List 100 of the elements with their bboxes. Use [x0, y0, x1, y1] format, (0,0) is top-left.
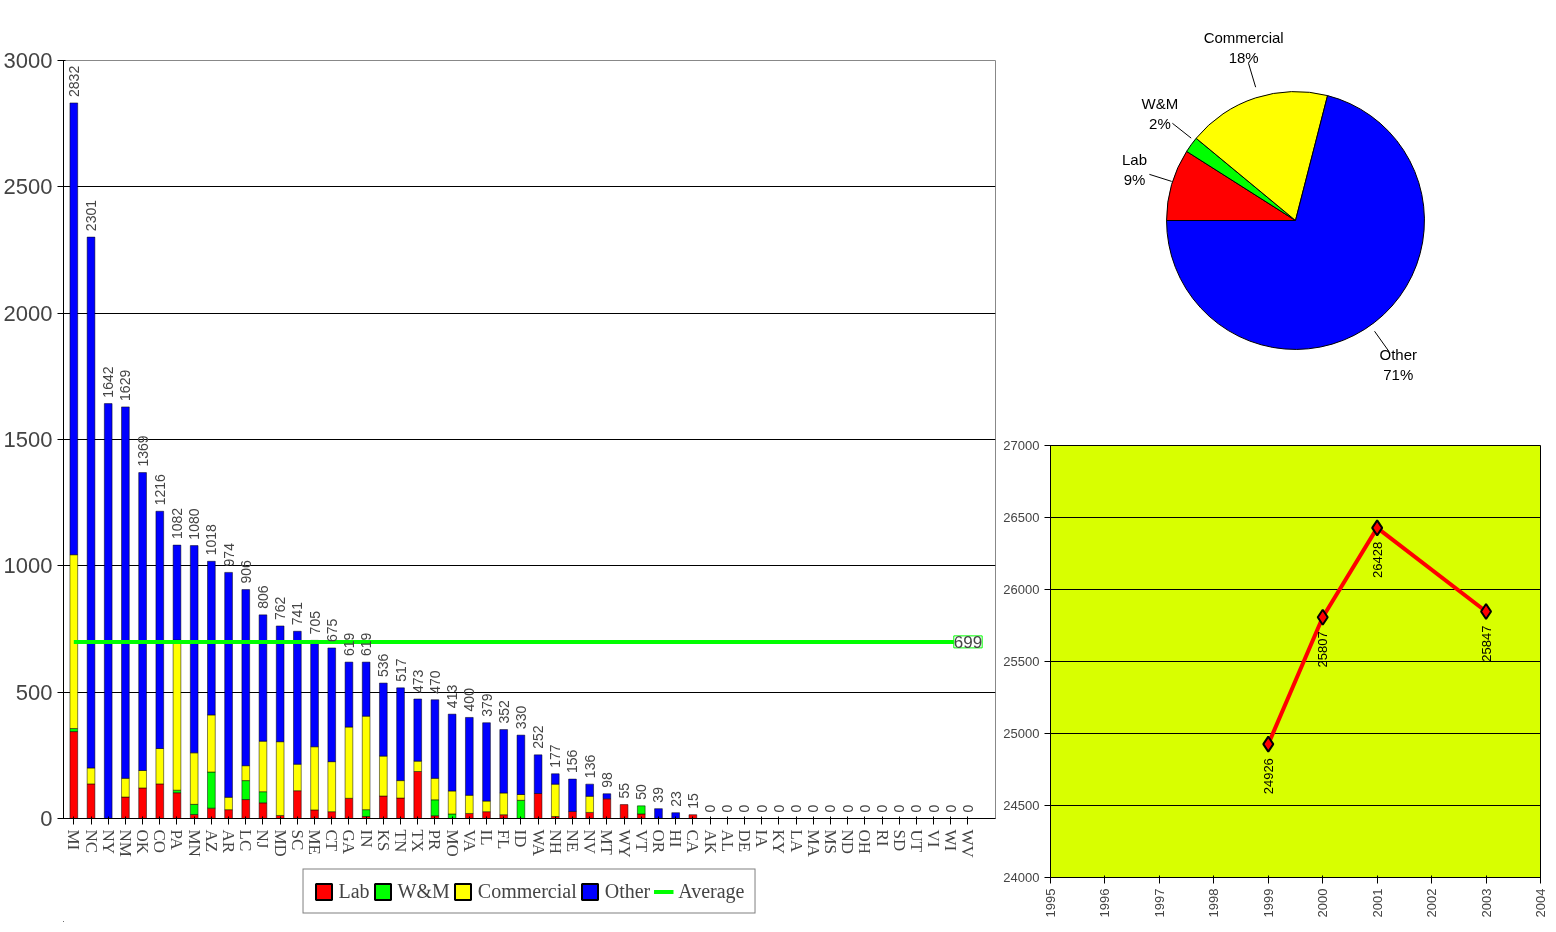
x-tick-label: KS	[373, 829, 393, 852]
y-tick-label: 27000	[1003, 438, 1040, 453]
total-label: 1642	[100, 366, 117, 398]
total-label: 1216	[151, 473, 168, 506]
total-label: 1018	[203, 523, 220, 556]
total-label: 98	[598, 771, 615, 788]
x-tick-label: CO	[150, 829, 170, 854]
x-tick-label: AR	[219, 829, 239, 854]
total-label: 517	[392, 658, 409, 682]
y-tick-label: 24000	[1003, 870, 1040, 885]
x-tick-label: IL	[477, 829, 497, 846]
x-tick-label: 2002	[1424, 888, 1440, 918]
total-label: 741	[289, 601, 306, 626]
total-label: 177	[547, 744, 564, 768]
total-label: 136	[581, 754, 598, 779]
total-label: 470	[426, 670, 443, 694]
x-tick-label: CA	[683, 829, 703, 854]
x-tick-label: 1997	[1151, 888, 1167, 918]
total-label: 536	[375, 653, 392, 678]
total-label: 2301	[83, 199, 100, 232]
legend-label: Other	[604, 879, 651, 903]
x-tick-label: LA	[786, 829, 806, 853]
total-label: 0	[805, 804, 822, 813]
total-label: 0	[942, 804, 959, 813]
y-tick-label: 1500	[3, 427, 53, 452]
data-label: 25807	[1315, 631, 1331, 668]
total-label: 0	[788, 804, 805, 813]
total-label: 15	[684, 792, 701, 809]
total-label: 619	[358, 632, 375, 657]
total-label: 55	[616, 782, 633, 799]
y-tick-label: 1000	[3, 553, 53, 579]
y-tick-label: 2500	[3, 174, 53, 200]
total-label: 1082	[168, 507, 185, 540]
y-tick-label: 24500	[1003, 798, 1040, 813]
x-tick-label: VI	[924, 829, 944, 848]
total-label: 619	[340, 632, 357, 657]
total-label: 974	[220, 542, 237, 567]
total-label: 352	[495, 699, 512, 724]
x-tick-label: DE	[734, 829, 754, 853]
x-tick-label: 2004	[1533, 888, 1548, 918]
legend-label: Commercial	[477, 879, 577, 903]
x-tick-label: SC	[287, 829, 307, 851]
total-label: 1080	[186, 508, 203, 540]
x-tick-label: WI	[941, 829, 961, 852]
total-label: 705	[306, 610, 323, 635]
x-tick-label: MT	[597, 829, 617, 856]
total-label: 0	[908, 804, 925, 813]
x-tick-label: MI	[64, 829, 84, 851]
x-tick-label: OH	[855, 829, 875, 855]
total-label: 0	[822, 804, 839, 813]
data-label: 71%	[1383, 366, 1414, 384]
total-label: 0	[702, 804, 719, 813]
x-tick-label: 1996	[1097, 888, 1113, 918]
slice-label: Commercial	[1203, 28, 1284, 46]
data-label: 24926	[1260, 758, 1276, 795]
x-tick-label: ME	[305, 829, 325, 855]
data-label: 9%	[1123, 171, 1146, 189]
total-label: 0	[891, 804, 908, 813]
total-label: 156	[564, 749, 581, 774]
total-label: 39	[650, 786, 667, 803]
x-tick-label: 2003	[1478, 888, 1494, 918]
x-tick-label: HI	[666, 829, 686, 848]
total-label: 1369	[134, 435, 151, 467]
total-label: 252	[530, 725, 547, 749]
legend-label: Lab	[338, 879, 370, 903]
total-label: 806	[254, 585, 271, 609]
data-label: 25847	[1478, 625, 1494, 662]
x-tick-label: SD	[889, 829, 909, 852]
total-label: 400	[461, 687, 478, 712]
total-label: 675	[323, 618, 340, 642]
x-tick-label: ND	[838, 829, 858, 855]
total-label: 0	[959, 804, 976, 813]
x-tick-label: NC	[81, 829, 101, 854]
x-tick-label: GA	[339, 829, 359, 855]
x-tick-label: NE	[562, 829, 582, 853]
total-label: 0	[925, 804, 942, 813]
x-tick-label: WA	[528, 829, 548, 857]
x-tick-label: MD	[270, 829, 290, 857]
x-tick-label: RI	[872, 829, 892, 847]
x-tick-label: VA	[459, 829, 479, 853]
y-tick-label: 26000	[1003, 582, 1040, 597]
x-tick-label: TN	[391, 829, 411, 853]
x-tick-label: NH	[545, 829, 565, 855]
x-tick-label: VT	[631, 829, 651, 853]
x-tick-label: NJ	[253, 829, 273, 849]
y-tick-label: 25000	[1003, 726, 1040, 741]
total-label: 906	[237, 560, 254, 584]
total-label: 23	[667, 790, 684, 807]
x-tick-label: AK	[700, 829, 720, 855]
x-tick-label: NV	[580, 829, 600, 855]
x-tick-label: ID	[511, 829, 531, 848]
legend-label: Average	[678, 879, 745, 903]
total-label: 2832	[65, 65, 82, 97]
total-label: 473	[409, 669, 426, 693]
x-tick-label: MA	[803, 829, 823, 858]
x-tick-label: WV	[958, 829, 978, 859]
x-tick-label: TX	[408, 829, 428, 853]
x-tick-label: 2000	[1315, 888, 1331, 918]
x-tick-label: NM	[115, 829, 135, 857]
y-tick-label: 3000	[3, 48, 53, 73]
